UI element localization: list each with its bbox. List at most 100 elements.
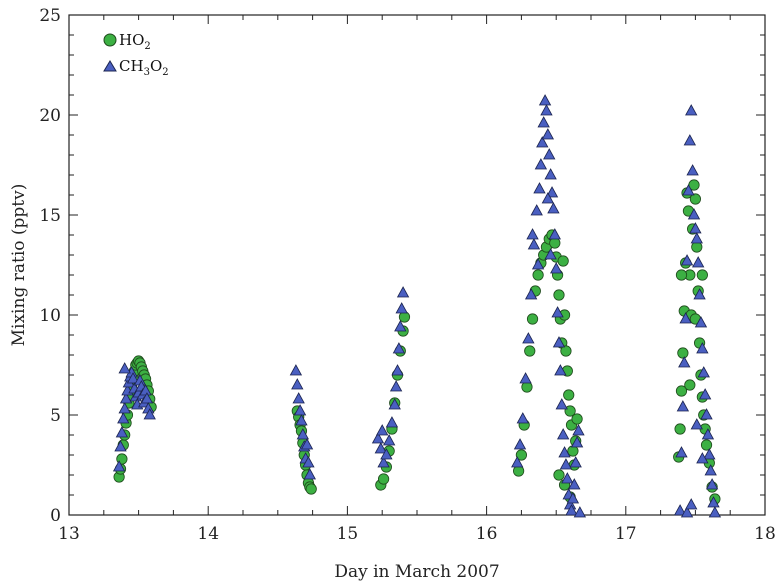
ch3o2-point [570,436,584,448]
ch3o2-point [371,432,385,444]
ch3o2-point [551,306,564,318]
x-axis: 13 14 15 16 17 18 [58,15,776,544]
y-tick-label: 25 [39,6,61,26]
legend-ho2-label: HO2 [119,31,151,52]
ch3o2-point [389,380,403,392]
ch3o2-point [118,402,131,414]
ch3o2-point [568,478,581,490]
ho2-point [524,345,536,357]
ch3o2-point [511,456,524,468]
ch3o2-point [696,452,709,464]
ch3o2-series [112,94,722,518]
ch3o2-point [388,398,401,410]
ch3o2-point [527,238,541,250]
ho2-point [571,413,583,425]
ch3o2-point [538,94,552,106]
x-tick-label: 17 [615,524,637,544]
ch3o2-point [559,458,573,470]
ch3o2-point [566,492,580,504]
ch3o2-point [112,460,126,472]
ch3o2-point [374,442,387,454]
ch3o2-point [115,426,129,438]
ho2-point [532,269,544,281]
ho2-point [700,439,713,451]
ch3o2-point [700,408,713,420]
ch3o2-point [292,392,305,404]
ch3o2-point [573,506,587,518]
ch3o2-point [522,332,535,344]
ch3o2-point [545,186,559,198]
y-tick-label: 0 [50,506,61,526]
ch3o2-point [698,388,712,400]
ch3o2-point [536,136,549,148]
ch3o2-point [391,364,404,376]
x-tick-label: 14 [197,524,219,544]
ho2-point [684,379,696,391]
ch3o2-point [558,446,571,458]
ch3o2-point [513,438,527,450]
ch3o2-point [675,446,688,458]
ch3o2-point [683,134,697,146]
ho2-point [377,473,390,485]
ho2-point [557,255,569,267]
plot-frame [68,14,766,516]
ch3o2-point [704,464,717,476]
ch3o2-point [696,342,709,354]
ch3o2-point [534,158,548,170]
ch3o2-point [555,398,568,410]
ch3o2-point [544,248,557,260]
ch3o2-point [685,104,698,116]
ch3o2-point [289,364,303,376]
ch3o2-point [394,320,407,332]
ch3o2-point [682,184,695,196]
ch3o2-point [565,504,578,516]
ch3o2-point [143,408,156,420]
ch3o2-point [530,204,543,216]
legend: HO2 CH3O2 [103,31,169,78]
ch3o2-point [690,232,703,244]
ch3o2-point [385,416,399,428]
ch3o2-point [119,392,133,404]
ch3o2-point [291,378,304,390]
ch3o2-point [707,496,720,508]
ch3o2-point [533,182,546,194]
ch3o2-point [701,428,715,440]
ch3o2-point [703,448,716,460]
ch3o2-point [295,414,308,426]
ch3o2-point [676,400,690,412]
ch3o2-point [708,506,722,518]
ch3o2-point [382,434,396,446]
ch3o2-point [690,418,703,430]
y-axis: 0 5 10 15 20 25 [39,6,765,526]
ch3o2-point [689,222,702,234]
ch3o2-point [126,372,140,384]
x-tick-label: 13 [58,524,80,544]
ch3o2-point [519,372,532,384]
x-tick-label: 18 [754,524,776,544]
ch3o2-point [556,428,570,440]
ho2-point [564,405,576,417]
ho2-point [689,193,702,205]
ch3o2-point [118,362,131,374]
ch3o2-point [114,440,127,452]
ho2-point [305,483,317,495]
ho2-point [563,389,575,401]
ho2-series [113,179,721,505]
x-tick-label: 16 [476,524,498,544]
legend-ho2-marker [103,33,117,47]
ch3o2-point [680,506,694,518]
y-tick-label: 20 [39,106,61,126]
ho2-point [560,345,572,357]
ch3o2-point [302,456,315,468]
y-tick-label: 5 [50,406,61,426]
ch3o2-point [572,424,585,436]
x-axis-title: Day in March 2007 [334,562,499,582]
ho2-point [674,423,686,435]
ch3o2-point [392,342,406,354]
ch3o2-point [548,228,561,240]
ch3o2-point [550,262,563,274]
ch3o2-point [524,288,538,300]
x-tick-label: 15 [337,524,359,544]
ch3o2-point [303,468,316,480]
